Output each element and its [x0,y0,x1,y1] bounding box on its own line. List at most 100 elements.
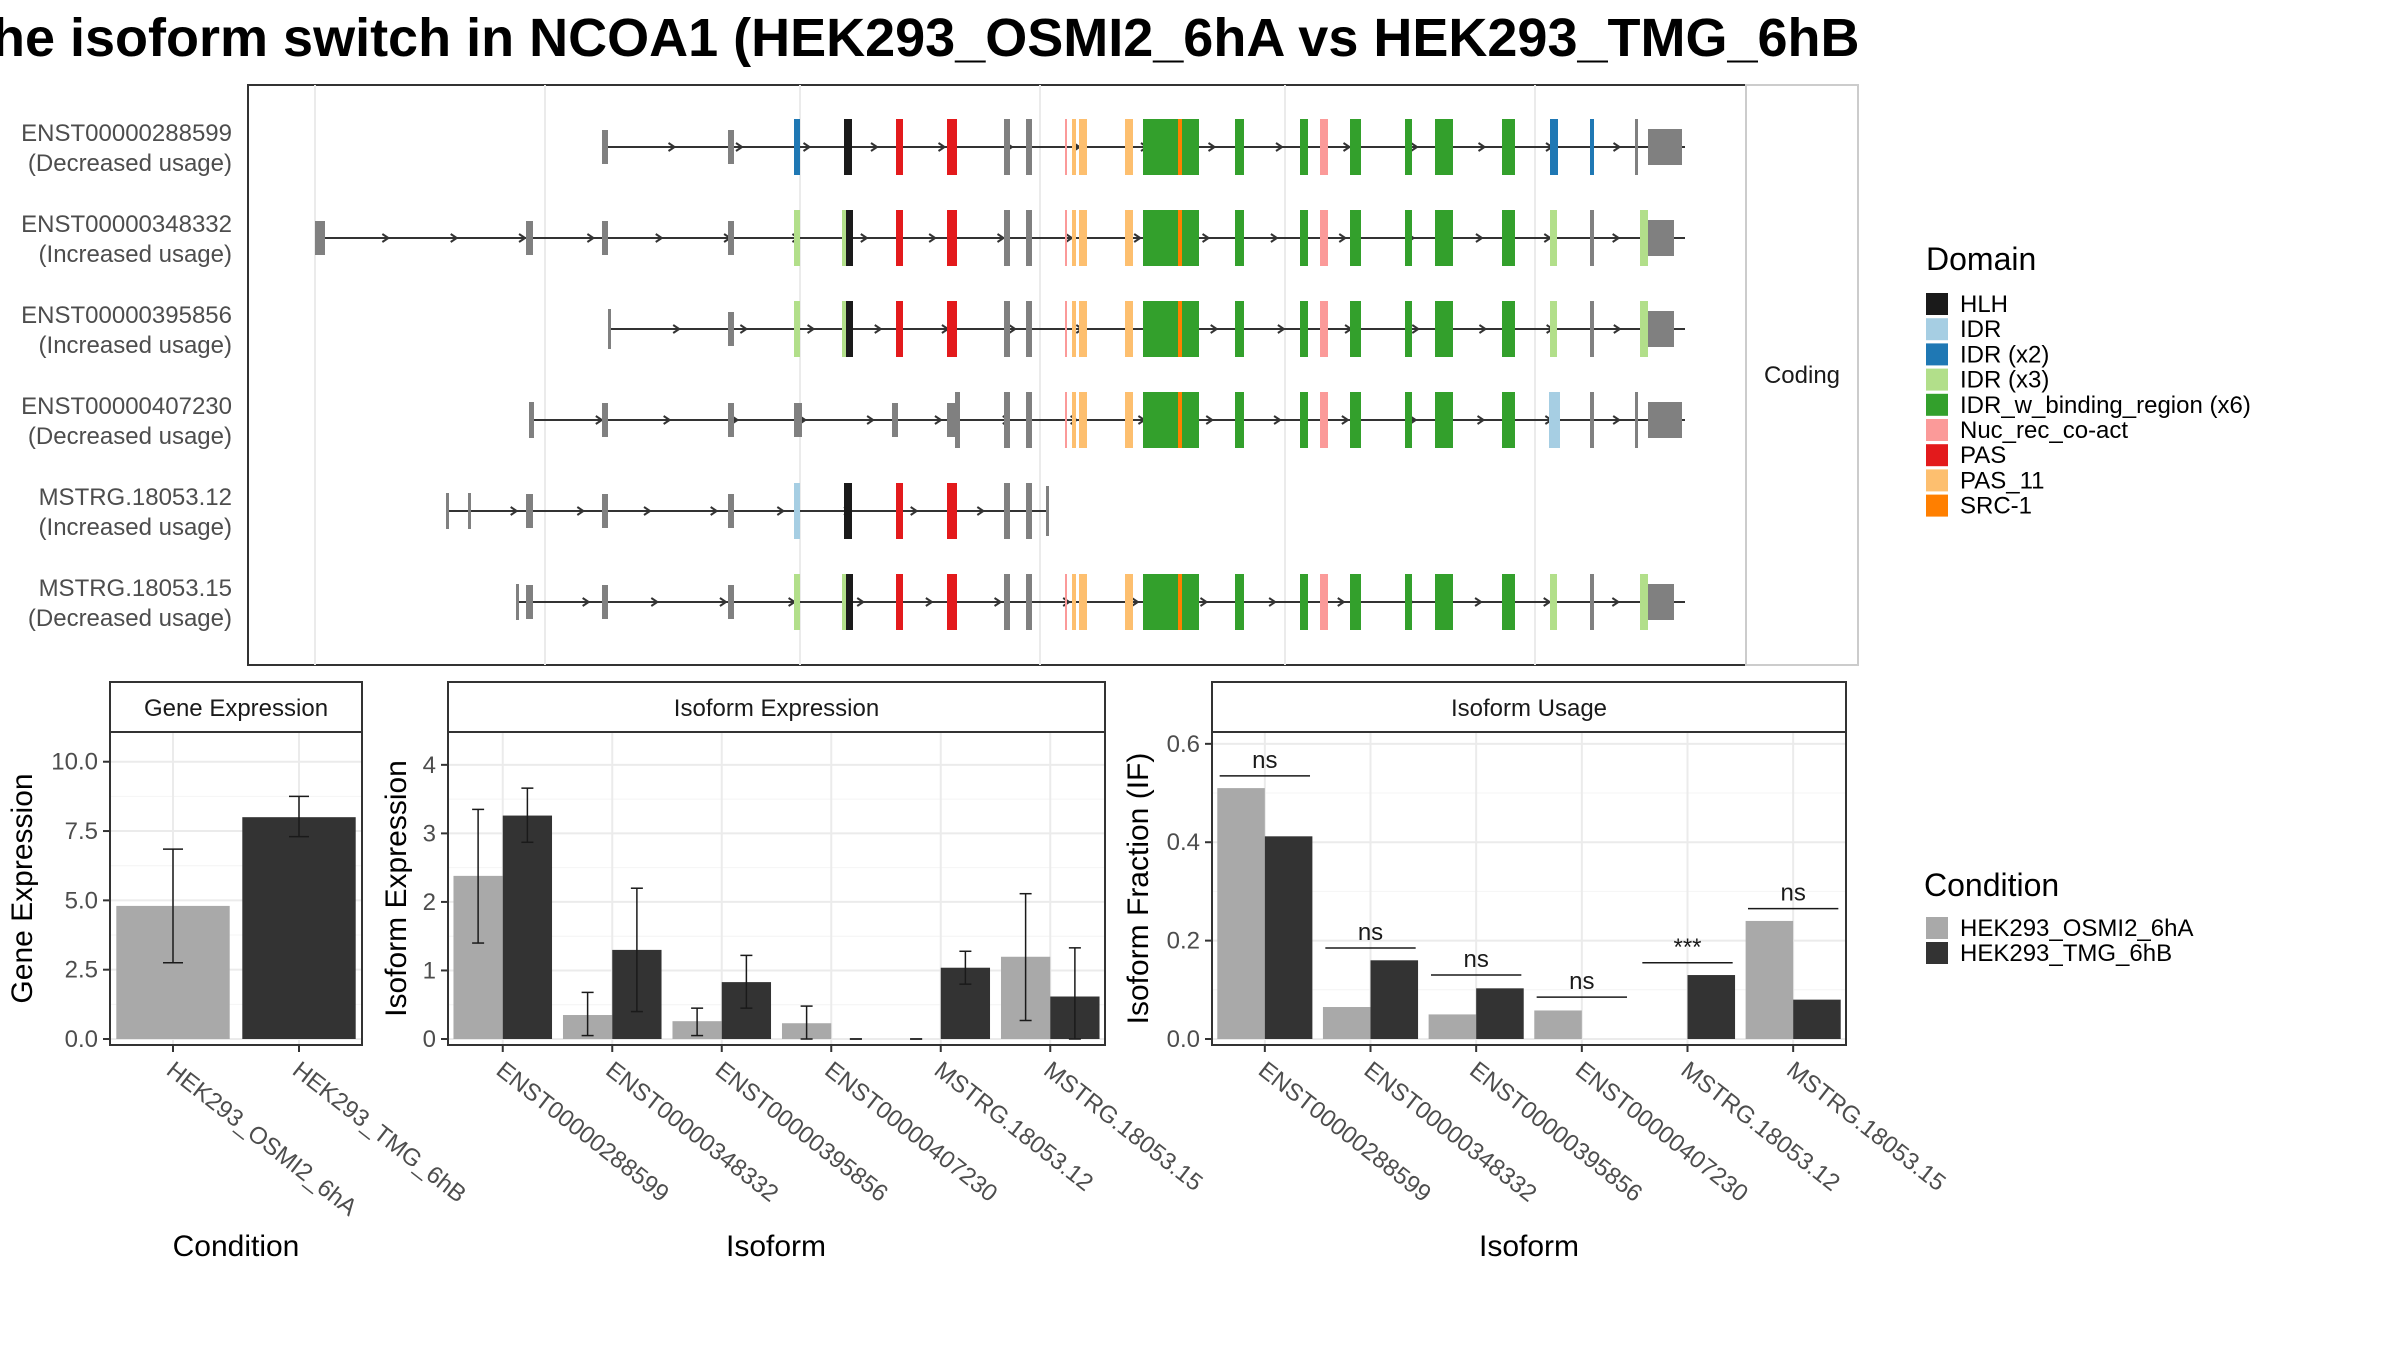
exon-nuc-rec-co-act [1320,210,1328,266]
exon-idr-x2- [1550,119,1558,175]
exon-noncoding [1004,483,1010,539]
exon-idr-x3- [1550,210,1557,266]
exon-idr-w-binding-region-x6- [1502,301,1515,357]
exon-noncoding [728,221,734,255]
intron-arrow [510,506,519,516]
significance-label: ns [1358,919,1383,946]
intron-arrow [1478,324,1488,334]
intron-arrow [586,233,596,243]
exon-pas-11 [1125,301,1133,357]
y-axis-title: Isoform Fraction (IF) [1122,753,1155,1025]
exon-pas-11 [1072,119,1076,175]
legend-domain-item: PAS_11 [1960,467,2045,494]
x-axis-title: Isoform [726,1230,826,1263]
exon-noncoding [728,403,734,437]
intron-arrow [1207,142,1217,152]
bar-condition-a [1534,1010,1582,1039]
intron-arrow [1065,233,1074,243]
transcript-id-label: ENST00000407230 [21,393,232,420]
exon-noncoding [602,494,608,528]
intron-arrow [672,324,681,334]
transcript-id-label: ENST00000288599 [21,120,232,147]
legend-domain-title: Domain [1926,241,2036,277]
exon-idr-w-binding-region-x6- [1300,119,1308,175]
exon-nuc-rec-co-act [1065,574,1067,630]
intron-arrow [582,597,591,607]
exon-noncoding [1026,392,1032,448]
exon-noncoding [1590,574,1594,630]
exon-noncoding [728,312,734,346]
intron-arrow [1410,142,1419,152]
exon-noncoding [892,403,898,437]
exon-pas-11 [1125,574,1133,630]
y-tick-label: 0.4 [1167,829,1200,856]
intron-arrow [1611,597,1621,607]
exon-noncoding [794,403,802,437]
intron-arrow [1612,415,1621,425]
intron-arrow [518,233,527,243]
exon-noncoding [728,585,734,619]
legend-domain-item: IDR (x3) [1960,367,2049,394]
plot-background [1212,732,1846,1045]
exon-pas-11 [1072,392,1076,448]
exon-idr-x2- [1590,119,1594,175]
exon-pas [947,210,957,266]
intron-arrow [595,415,604,425]
exon-pas-11 [1072,210,1076,266]
exon-idr-w-binding-region-x6- [1405,119,1412,175]
intron-arrow [643,506,652,516]
structure-panel-border [247,84,1747,666]
legend-domain-item: Nuc_rec_co-act [1960,417,2128,444]
legend-condition-title: Condition [1924,867,2059,903]
intron-arrow [1205,415,1215,425]
y-tick-label: 3 [423,820,436,847]
exon-noncoding [1590,392,1594,448]
legend-domain-swatch [1926,469,1948,492]
intron-arrow [856,597,866,607]
legend-condition-item: HEK293_OSMI2_6hA [1960,915,2193,942]
significance-label: ns [1569,968,1594,995]
exon-idr-w-binding-region-x6- [1235,574,1244,630]
exon-noncoding [1026,301,1032,357]
exon-noncoding [1004,301,1010,357]
intron-arrow [1474,597,1483,607]
legend-domain-swatch [1926,343,1948,366]
bar-condition-a [1217,788,1265,1039]
intron-arrow [937,142,947,152]
exon-noncoding [602,585,608,619]
exon-pas-11 [1079,301,1087,357]
bar-condition-a [1322,1007,1371,1039]
exon-idr-x2- [794,119,800,175]
x-tick-label: ENST00000407230 [1570,1056,1753,1207]
chart-strip-title: Gene Expression [144,695,328,722]
chart-strip [447,681,1106,733]
exon-pas [947,574,957,630]
x-tick-label: ENST00000348332 [1359,1056,1542,1207]
exon-idr-w-binding-region-x6- [1350,301,1361,357]
transcript-row-6 [516,574,1685,630]
structure-strip [1745,84,1859,666]
legend-domain-swatch [1926,368,1948,391]
intron-arrow [1275,142,1284,152]
y-tick-label: 10.0 [51,749,98,776]
exon-idr-w-binding-region-x6- [1405,210,1412,266]
x-tick-label: ENST00000288599 [1253,1056,1436,1207]
exon-pas [947,119,957,175]
exon-pas-11 [1079,119,1087,175]
legend-domain-swatch [1926,444,1948,467]
legend-condition-swatch [1926,942,1948,964]
exon-nuc-rec-co-act [1320,392,1328,448]
y-tick-label: 0.2 [1167,928,1200,955]
exon-noncoding [602,403,608,437]
intron-arrow [1268,597,1277,607]
intron-arrow [1273,415,1282,425]
exon-noncoding [947,403,955,437]
exon-noncoding [728,130,734,164]
exon-noncoding [526,221,533,255]
exon-idr-x3- [1640,301,1648,357]
intron-arrow [996,233,1006,243]
exon-idr [1549,392,1560,448]
intron-arrow [1476,415,1486,425]
intron-arrow [739,324,749,334]
exon-idr-w-binding-region-x6- [1350,574,1361,630]
